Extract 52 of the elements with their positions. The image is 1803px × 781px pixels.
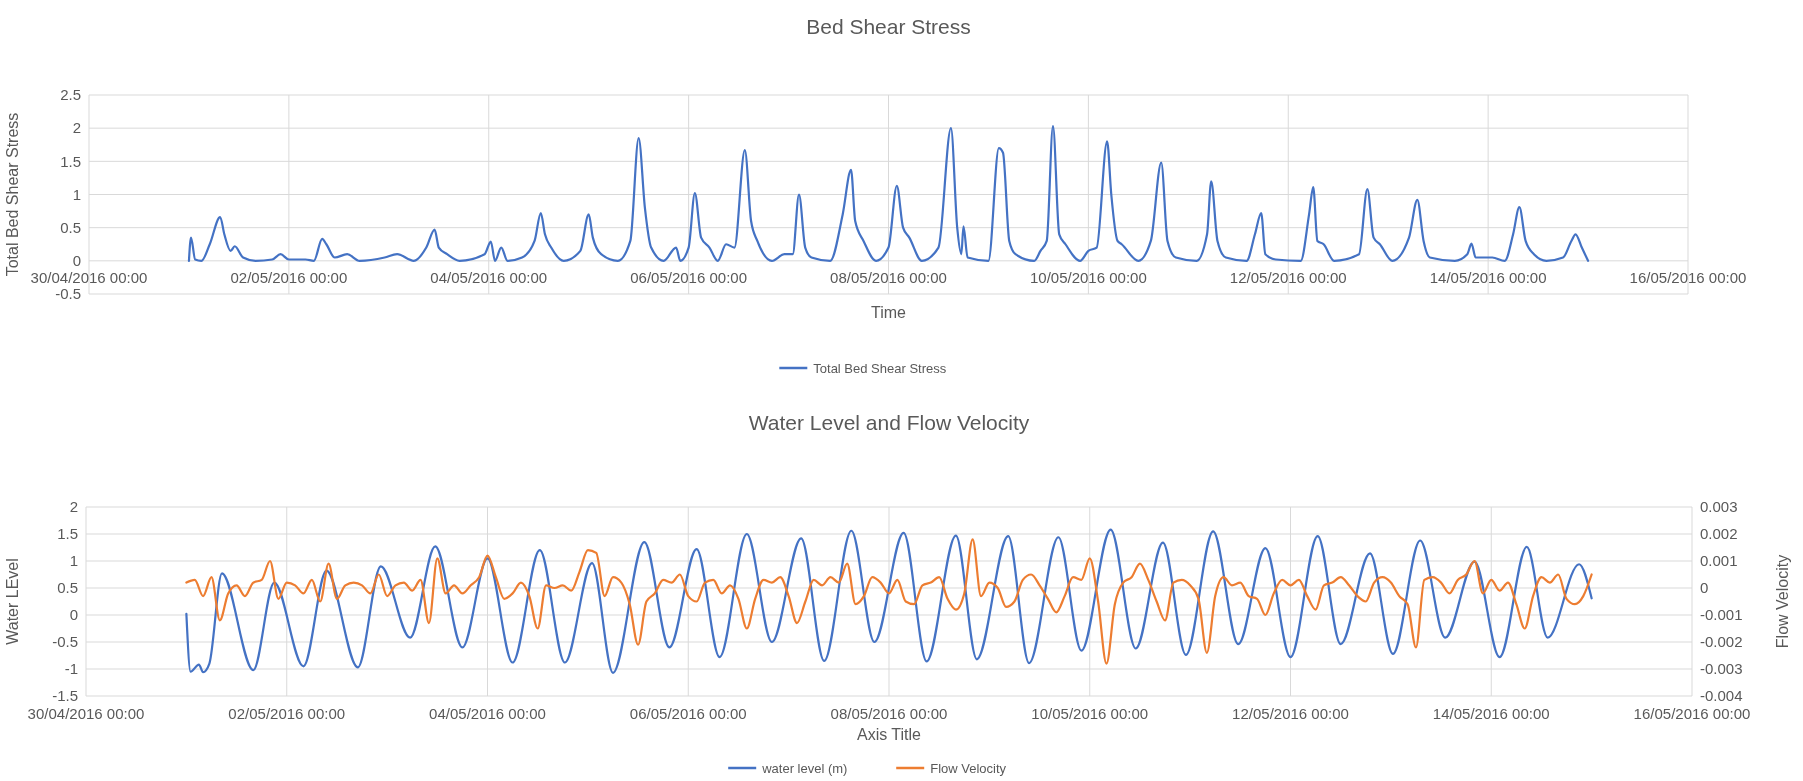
x-tick-label: 06/05/2016 00:00 [630, 269, 748, 287]
y-tick-label: 1.5 [60, 152, 81, 170]
y2-tick-label: -0.004 [1700, 687, 1743, 705]
x-tick-label: 30/04/2016 00:00 [30, 269, 148, 287]
y-axis-title: Water LEvel [4, 558, 21, 645]
legend-label: Total Bed Shear Stress [813, 360, 947, 376]
y-tick-label: 0.5 [57, 579, 78, 597]
legend-label: water level (m) [761, 760, 848, 776]
y-tick-label: 2.5 [60, 86, 81, 104]
y-tick-label: 0 [72, 252, 81, 270]
x-tick-label: 30/04/2016 00:00 [27, 705, 145, 723]
y2-tick-label: -0.002 [1700, 633, 1743, 651]
y-tick-label: 2 [72, 119, 81, 137]
y-axis-title: Total Bed Shear Stress [4, 112, 21, 277]
y2-tick-label: -0.003 [1700, 660, 1743, 678]
x-tick-label: 08/05/2016 00:00 [830, 705, 948, 723]
x-tick-label: 12/05/2016 00:00 [1229, 269, 1347, 287]
legend-label: Flow Velocity [930, 760, 1007, 776]
chart-title: Water Level and Flow Velocity [748, 411, 1030, 434]
x-tick-label: 14/05/2016 00:00 [1429, 269, 1547, 287]
x-tick-label: 16/05/2016 00:00 [1629, 269, 1747, 287]
y-tick-label: -1 [64, 660, 78, 678]
x-tick-label: 10/05/2016 00:00 [1029, 269, 1147, 287]
y-tick-label: 2 [69, 498, 78, 516]
x-tick-label: 12/05/2016 00:00 [1232, 705, 1349, 723]
y2-tick-label: 0.001 [1700, 552, 1738, 570]
x-axis-title: Axis Title [856, 726, 922, 743]
y2-tick-label: 0.003 [1700, 498, 1738, 516]
x-tick-label: 02/05/2016 00:00 [228, 705, 346, 723]
y-tick-label: 0.5 [60, 218, 81, 236]
x-tick-label: 04/05/2016 00:00 [429, 705, 546, 723]
y-tick-label: 0 [69, 606, 78, 624]
y2-tick-label: -0.001 [1700, 606, 1743, 624]
x-tick-label: 14/05/2016 00:00 [1432, 705, 1550, 723]
y-tick-label: 1.5 [57, 525, 78, 543]
y-tick-label: -0.5 [52, 633, 78, 651]
x-axis-title: Time [871, 304, 907, 321]
x-tick-label: 10/05/2016 00:00 [1031, 705, 1149, 723]
y-tick-label: 1 [72, 185, 81, 203]
y2-tick-label: 0.002 [1700, 525, 1738, 543]
y-tick-label: -0.5 [55, 285, 81, 303]
x-tick-label: 06/05/2016 00:00 [629, 705, 747, 723]
x-tick-label: 04/05/2016 00:00 [430, 269, 548, 287]
x-tick-label: 02/05/2016 00:00 [230, 269, 348, 287]
y2-tick-label: 0 [1700, 579, 1709, 597]
y-tick-label: 1 [69, 552, 78, 570]
line-series [187, 125, 1590, 262]
y-tick-label: -1.5 [52, 687, 78, 705]
x-tick-label: 16/05/2016 00:00 [1633, 705, 1751, 723]
x-tick-label: 08/05/2016 00:00 [830, 269, 947, 287]
y2-axis-title: Flow Velocity [1774, 554, 1791, 649]
chart-title: Bed Shear Stress [806, 15, 971, 38]
